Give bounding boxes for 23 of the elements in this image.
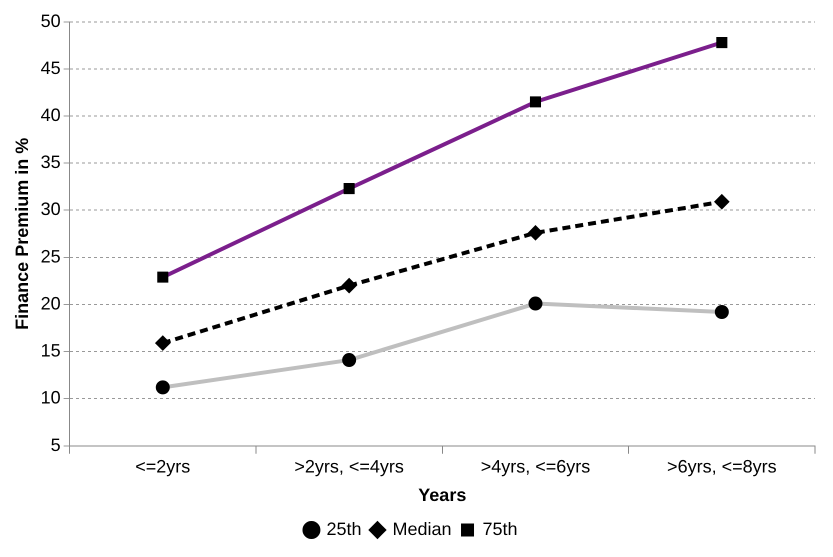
point: [528, 226, 542, 240]
x-tick-label: >4yrs, <=6yrs: [480, 456, 590, 477]
legend-label: 75th: [482, 518, 518, 539]
point: [714, 194, 729, 209]
legend-label: Median: [392, 518, 452, 539]
y-tick-label: 45: [40, 58, 61, 78]
legend-label: 25th: [326, 518, 362, 539]
y-axis-title: Finance Premium in %: [12, 138, 32, 330]
x-tick-label: <=2yrs: [135, 456, 190, 477]
x-axis-title: Years: [418, 485, 466, 506]
y-tick-label: 35: [40, 152, 61, 172]
y-tick-label: 15: [40, 340, 61, 361]
y-tick-label: 40: [40, 104, 61, 125]
x-tick-label: >2yrs, <=4yrs: [294, 456, 404, 477]
point: [156, 336, 170, 350]
point: [342, 278, 356, 293]
y-tick-label: 5: [50, 434, 61, 455]
y-tick-label: 10: [40, 388, 61, 408]
y-tick-label: 30: [40, 199, 61, 220]
x-tick-label: >6yrs, <=8yrs: [667, 456, 777, 477]
y-tick-label: 25: [40, 246, 61, 266]
y-tick-label: 20: [40, 293, 61, 314]
y-tick-label: 50: [40, 10, 61, 31]
